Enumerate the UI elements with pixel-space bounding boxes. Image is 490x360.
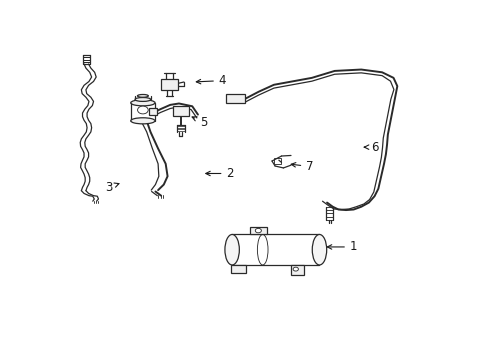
FancyBboxPatch shape <box>231 265 246 273</box>
Ellipse shape <box>137 94 148 97</box>
FancyBboxPatch shape <box>172 107 189 116</box>
Ellipse shape <box>135 98 151 102</box>
Circle shape <box>255 228 261 233</box>
FancyBboxPatch shape <box>149 108 157 116</box>
FancyBboxPatch shape <box>161 79 178 90</box>
Text: 3: 3 <box>105 181 119 194</box>
Text: 1: 1 <box>327 240 357 253</box>
Text: 6: 6 <box>365 141 378 154</box>
Text: 7: 7 <box>291 160 314 173</box>
Text: 5: 5 <box>192 116 207 129</box>
Ellipse shape <box>131 100 155 106</box>
Text: 2: 2 <box>206 167 234 180</box>
Ellipse shape <box>131 118 155 124</box>
FancyBboxPatch shape <box>291 265 304 275</box>
FancyBboxPatch shape <box>226 94 245 103</box>
Text: 4: 4 <box>196 74 226 87</box>
FancyBboxPatch shape <box>250 227 267 234</box>
Ellipse shape <box>312 234 327 265</box>
Ellipse shape <box>225 234 239 265</box>
Circle shape <box>293 267 298 271</box>
Circle shape <box>138 106 148 114</box>
